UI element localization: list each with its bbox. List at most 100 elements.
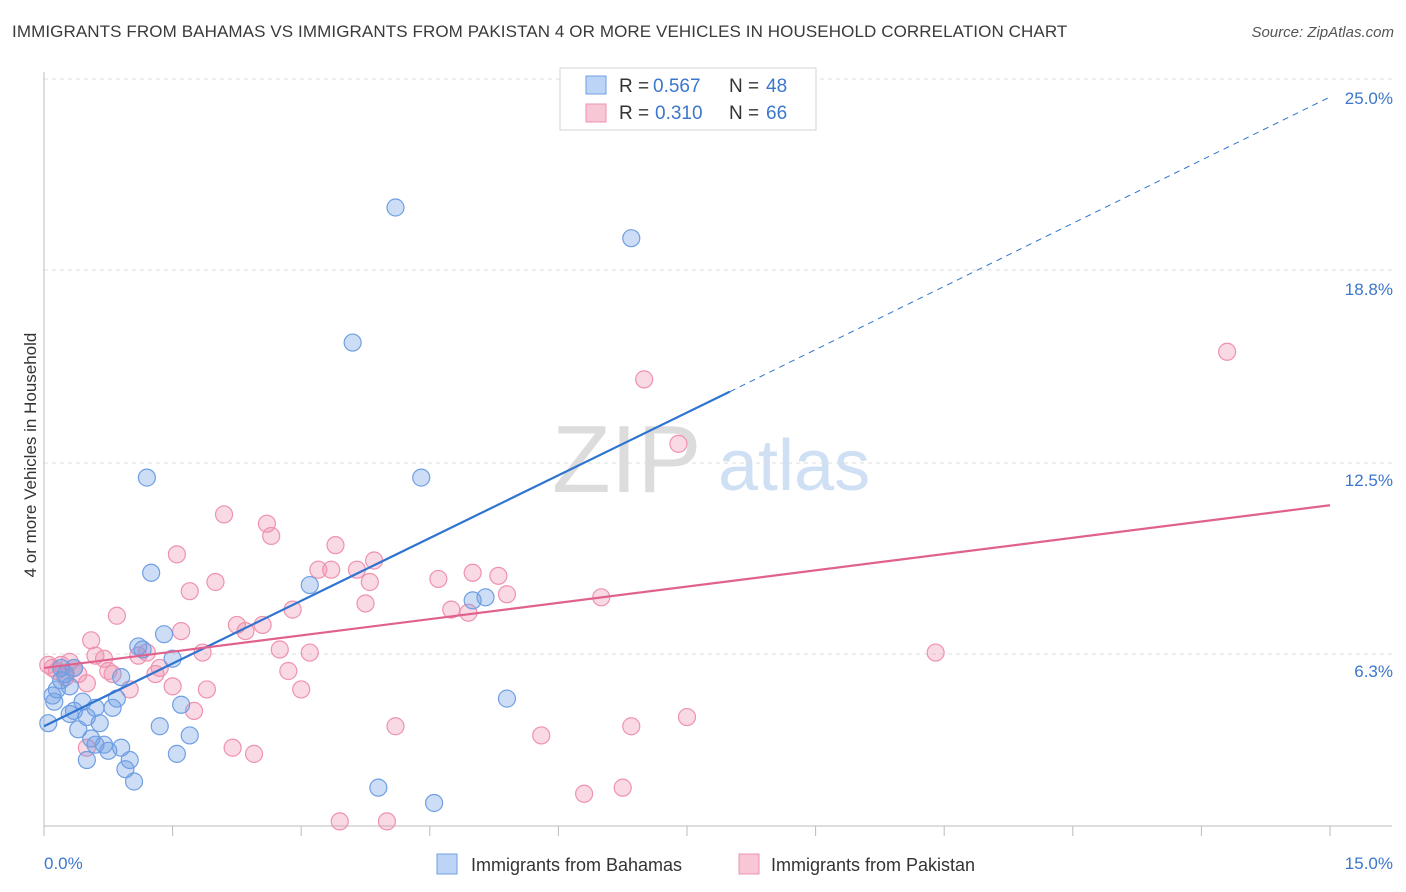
correlation-legend: R = 0.567 N = 48 R = 0.310 N = 66 [559,67,817,131]
bahamas-points [39,198,641,813]
pakistan-point [180,582,199,601]
bahamas-point [343,333,362,352]
pakistan-point [107,606,126,625]
bahamas-point [120,750,139,770]
x-tick-label-min: 0.0% [44,854,83,873]
legend-n-label-bahamas: N = [729,76,759,97]
pakistan-point [497,585,517,604]
pakistan-point [283,600,302,619]
pakistan-point [77,674,96,693]
y-tick-label: 6.3% [1354,662,1393,681]
pakistan-point [82,631,101,650]
pakistan-point [223,738,242,757]
pakistan-point [167,545,186,564]
watermark-atlas: atlas [718,426,870,506]
pakistan-point [244,744,264,763]
pakistan-point [926,643,945,662]
bottom-legend-swatch-pakistan [738,853,760,875]
bahamas-point [369,778,388,797]
bottom-legend-swatch-bahamas [436,853,458,875]
pakistan-point [163,677,182,696]
bahamas-point [476,588,495,607]
legend-swatch-bahamas [585,75,607,95]
y-tick-labels: 6.3% 12.5% 18.8% 25.0% [1345,89,1393,681]
legend-swatch-pakistan [585,103,607,123]
x-ticks [43,826,1331,836]
pakistan-point [330,812,349,831]
legend-r-value-pakistan: 0.310 [655,103,703,124]
pakistan-point [322,560,341,579]
chart-title: IMMIGRANTS FROM BAHAMAS VS IMMIGRANTS FR… [12,22,1068,41]
pakistan-point [622,717,641,736]
pakistan-point [442,600,461,619]
bahamas-point [424,793,444,813]
bahamas-point [622,229,641,248]
bahamas-point [412,468,431,487]
pakistan-point [377,812,397,831]
bottom-legend-label-pakistan: Immigrants from Pakistan [771,855,975,875]
bahamas-point [69,720,88,739]
pakistan-point [356,594,375,613]
bahamas-point [77,750,96,770]
pakistan-point [575,784,594,803]
axes [43,72,1392,827]
bahamas-point [52,658,71,678]
bahamas-point [497,689,517,708]
pakistan-point [172,621,191,641]
source-credit: Source: ZipAtlas.com [1251,24,1394,41]
pakistan-point [279,661,298,681]
pakistan-point [1218,342,1237,361]
legend-r-label-bahamas: R = [619,76,649,97]
legend-r-value-bahamas: 0.567 [653,76,701,97]
pakistan-point [309,560,328,579]
pakistan-point [270,640,289,659]
pakistan-point [613,778,632,797]
bahamas-point [142,563,161,582]
pakistan-point [677,707,697,727]
pakistan-point [292,680,311,699]
bahamas-point [133,640,152,659]
gridlines [44,78,1392,655]
legend-n-value-bahamas: 48 [766,76,787,97]
bahamas-point [45,692,64,711]
pakistan-point [197,680,216,699]
pakistan-point [214,505,234,524]
pakistan-trendline [43,504,1331,670]
legend-n-label-pakistan: N = [729,103,759,124]
y-tick-label: 12.5% [1345,471,1393,490]
bahamas-point [137,468,156,487]
x-tick-label-max: 15.0% [1345,854,1393,873]
bahamas-point [300,575,319,595]
bahamas-point [60,677,79,696]
legend-n-value-pakistan: 66 [766,103,787,124]
pakistan-point [532,726,551,745]
pakistan-point [489,566,508,585]
bahamas-point [150,717,169,736]
pakistan-point [300,643,319,662]
bahamas-point [172,695,191,714]
bahamas-point [180,726,199,745]
y-tick-label: 25.0% [1345,89,1393,108]
pakistan-point [262,526,281,546]
bahamas-trendline [43,390,731,728]
bahamas-point [167,744,186,763]
series-legend: Immigrants from Bahamas Immigrants from … [436,853,975,875]
bahamas-point [154,625,174,644]
y-tick-label: 18.8% [1345,280,1393,299]
watermark-zip: ZIP [552,406,701,513]
pakistan-point [326,536,345,555]
bahamas-point [112,738,131,757]
pakistan-point [669,434,688,453]
bottom-legend-label-bahamas: Immigrants from Bahamas [471,855,682,875]
pakistan-point [360,572,379,592]
legend-r-label-pakistan: R = [619,103,649,124]
bahamas-point [116,760,135,779]
bahamas-point [112,668,131,687]
y-axis-label: 4 or more Vehicles in Household [21,333,40,578]
pakistan-point [635,370,654,389]
bahamas-point [386,198,405,217]
trendlines [43,96,1331,728]
pakistan-point [206,572,225,592]
bahamas-trendline-extension [729,96,1331,393]
